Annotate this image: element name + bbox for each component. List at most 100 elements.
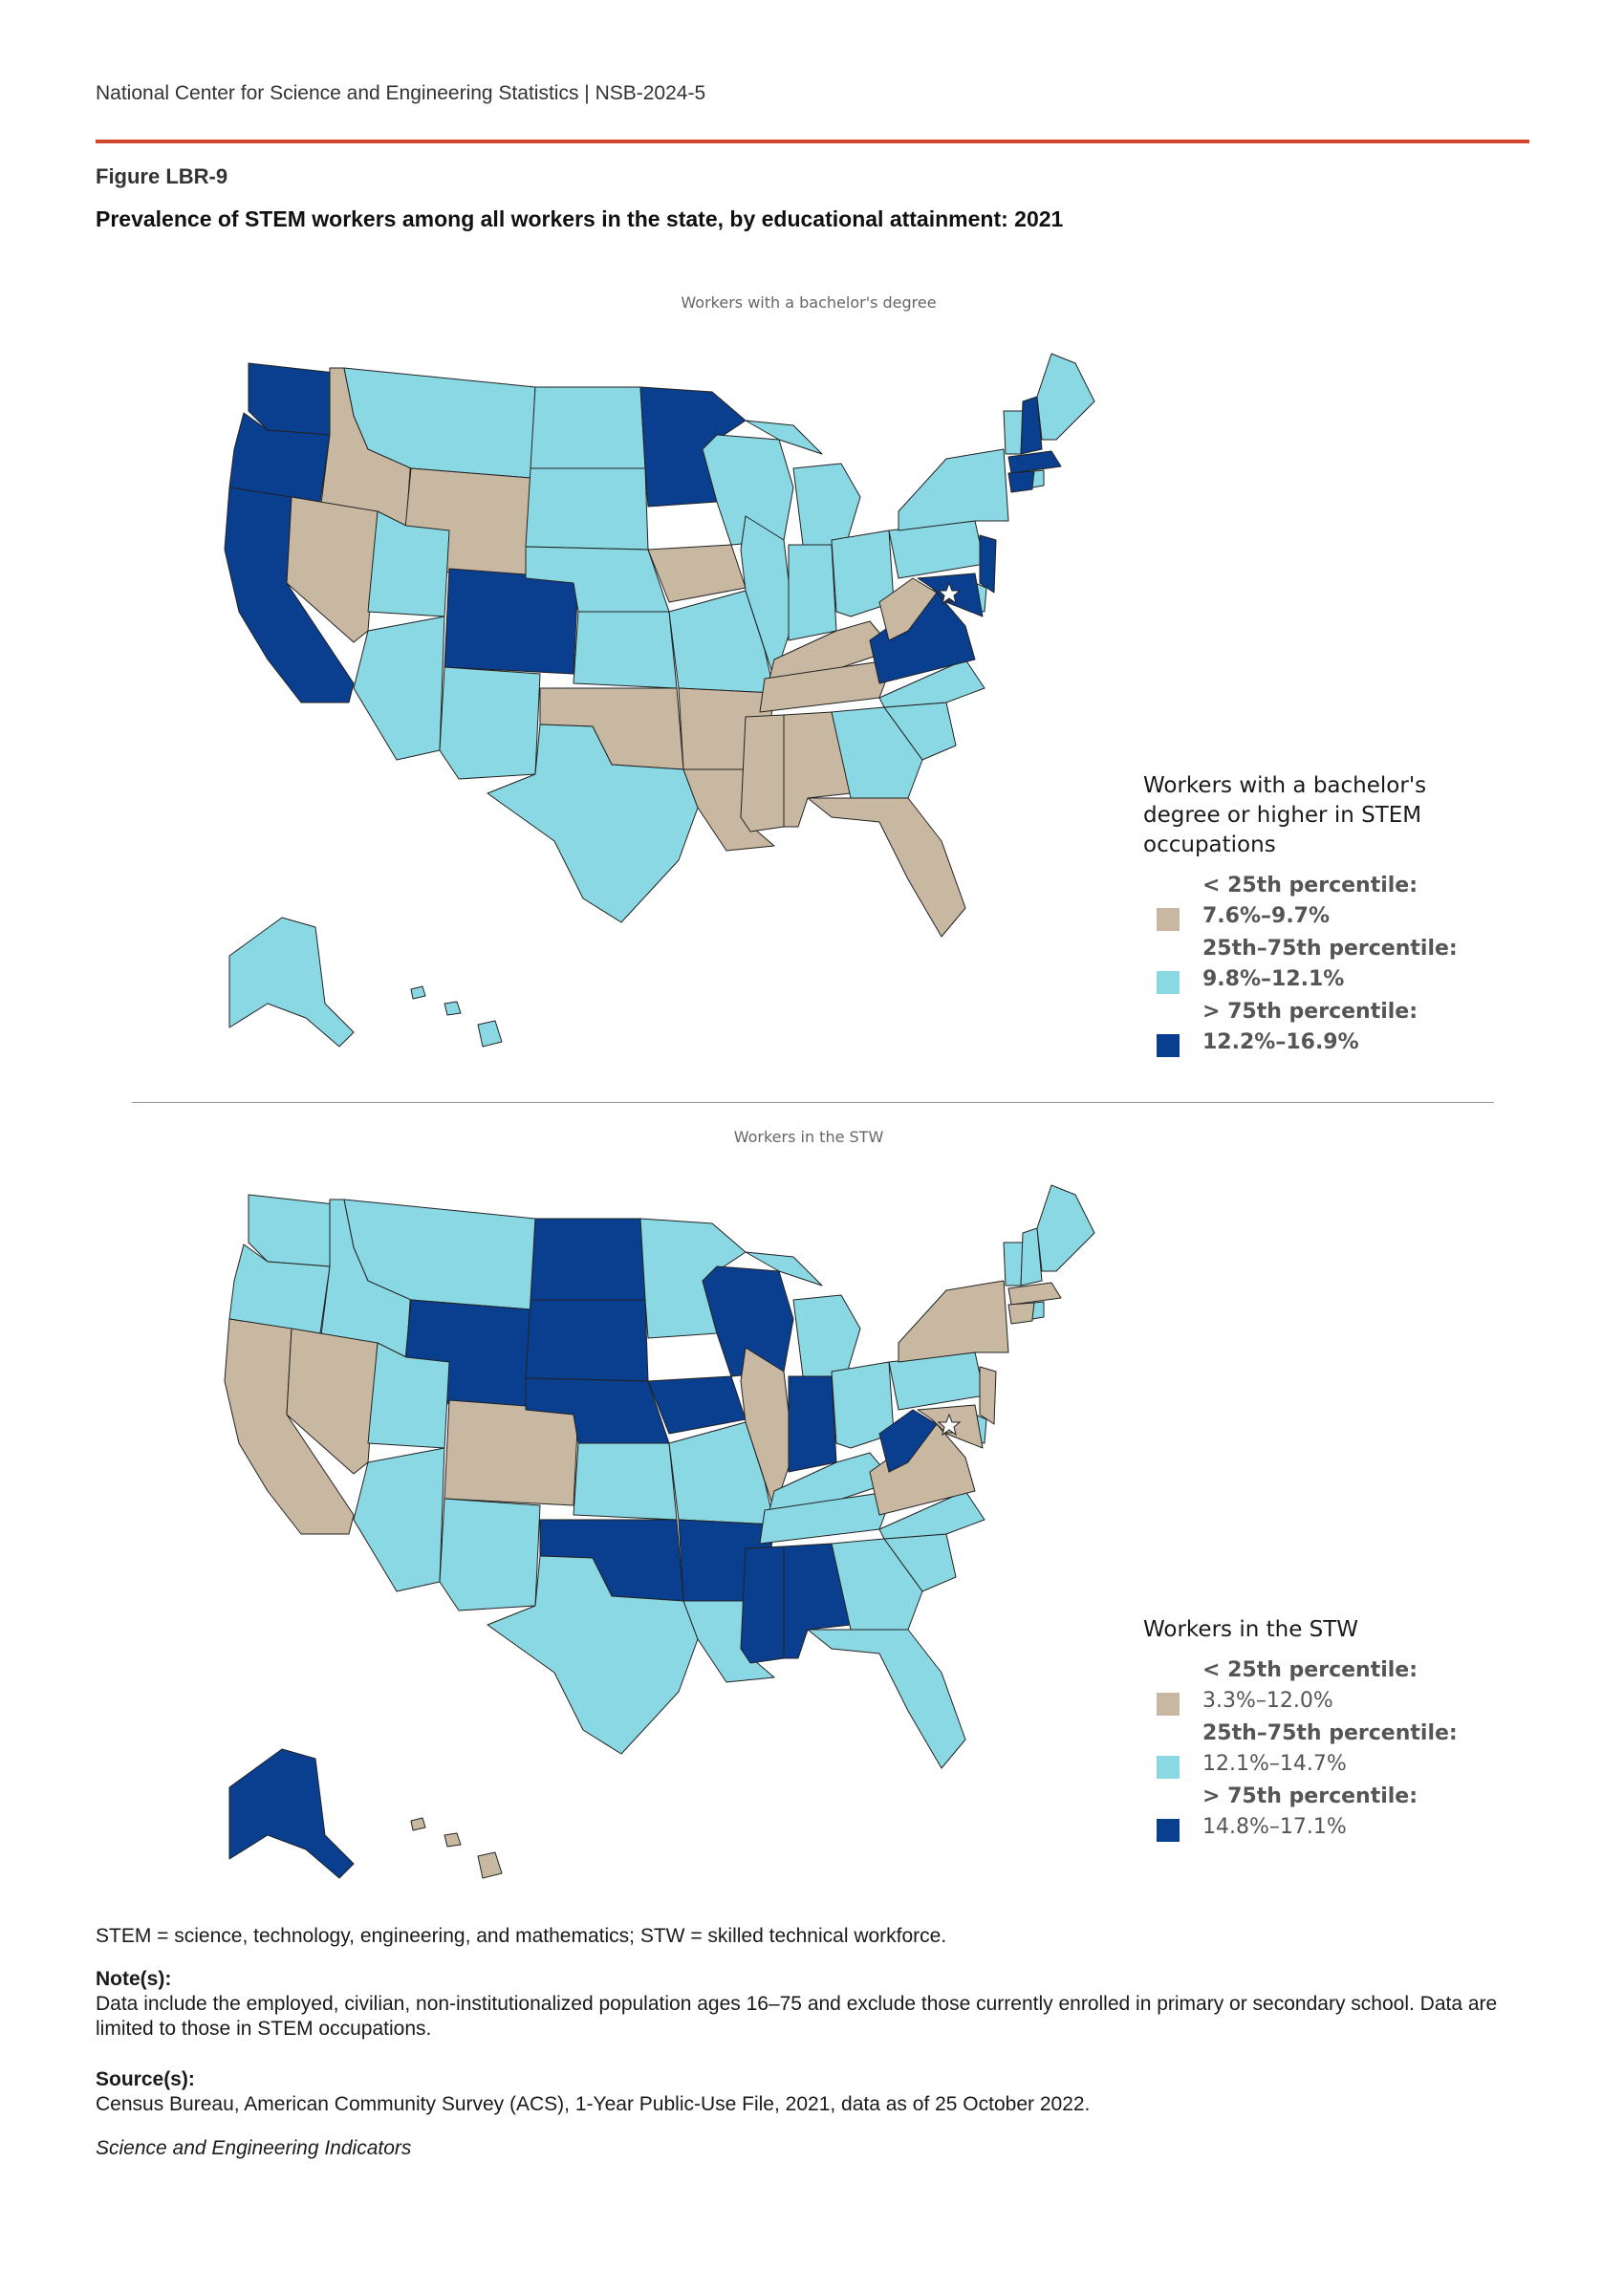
header-org: National Center for Science and Engineer… [96, 82, 706, 104]
legend-label: 25th–75th percentile: [1202, 937, 1458, 961]
state-fl-stw [807, 1629, 966, 1769]
state-nv-bachelors [286, 496, 379, 643]
legend-label: < 25th percentile: [1202, 874, 1418, 897]
state-tx-stw [487, 1555, 699, 1755]
legend-range: 12.2%–16.9% [1202, 1030, 1359, 1054]
state-ri-bachelors [1031, 469, 1045, 488]
legend-swatch-low [1157, 1693, 1180, 1716]
map-bachelors [224, 353, 1095, 1048]
state-wa-stw [248, 1194, 336, 1267]
state-co-stw [444, 1399, 579, 1506]
map2-panel-title: Workers in the STW [733, 1128, 884, 1146]
state-mi-stw [745, 1251, 861, 1377]
state-ny-stw [898, 1280, 1009, 1363]
state-ms-bachelors [740, 714, 785, 832]
state-nm-bachelors [439, 666, 541, 780]
notes-heading: Note(s): [96, 1968, 172, 1990]
state-vt-bachelors [1003, 410, 1024, 455]
state-hi-stw [410, 1817, 503, 1879]
state-in-stw [788, 1375, 837, 1473]
legend-stw: Workers in the STW < 25th percentile: 3.… [1143, 1615, 1468, 1848]
state-ut-stw [367, 1342, 450, 1449]
state-ga-bachelors [831, 706, 923, 799]
legend-range: 12.1%–14.7% [1202, 1752, 1347, 1776]
state-nj-stw [979, 1366, 997, 1425]
state-ak-stw [228, 1748, 355, 1879]
state-hi-bachelors [410, 985, 503, 1048]
state-ny-bachelors [898, 448, 1009, 531]
legend-swatch-mid [1157, 1756, 1180, 1779]
legend-title: Workers with a bachelor's degree or high… [1143, 773, 1427, 857]
sources-heading: Source(s): [96, 2068, 195, 2090]
legend-swatch-high [1157, 1034, 1180, 1057]
state-vt-stw [1003, 1242, 1024, 1286]
state-nh-stw [1020, 1227, 1043, 1286]
state-sd-bachelors [525, 467, 649, 551]
state-ut-bachelors [367, 510, 450, 617]
legend-label: > 75th percentile: [1202, 1784, 1418, 1808]
state-nd-bachelors [530, 386, 646, 469]
state-ri-stw [1031, 1301, 1045, 1320]
legend-range: 7.6%–9.7% [1202, 904, 1331, 928]
legend-label: > 75th percentile: [1202, 1000, 1418, 1024]
legend-swatch-high [1157, 1819, 1180, 1842]
legend-swatch-low [1157, 908, 1180, 931]
state-ga-stw [831, 1538, 923, 1631]
panel-divider [132, 1102, 1494, 1103]
state-wv-bachelors [878, 577, 938, 641]
state-nh-bachelors [1020, 396, 1043, 455]
abbreviation-note: STEM = science, technology, engineering,… [96, 1925, 947, 1947]
state-sd-stw [525, 1299, 649, 1382]
figure-label: Figure LBR-9 [96, 164, 228, 188]
state-ks-stw [573, 1442, 678, 1521]
legend-item-mid: 25th–75th percentile: 12.1%–14.7% [1143, 1721, 1468, 1784]
state-ma-bachelors [1007, 450, 1062, 474]
state-wa-bachelors [248, 362, 336, 436]
state-ms-stw [740, 1546, 785, 1664]
dc-star-icon [937, 1413, 962, 1437]
state-tx-bachelors [487, 724, 699, 923]
state-ks-bachelors [573, 611, 678, 689]
state-mo-bachelors [668, 590, 775, 694]
state-az-bachelors [353, 616, 445, 761]
footer-publication: Science and Engineering Indicators [96, 2137, 412, 2159]
legend-range: 14.8%–17.1% [1202, 1815, 1347, 1839]
legend-item-high: > 75th percentile: 14.8%–17.1% [1143, 1784, 1468, 1848]
legend-item-low: < 25th percentile: 7.6%–9.7% [1143, 874, 1468, 937]
legend-range: 9.8%–12.1% [1202, 967, 1345, 991]
legend-swatch-mid [1157, 971, 1180, 994]
legend-range: 3.3%–12.0% [1202, 1689, 1333, 1713]
legend-title: Workers in the STW [1143, 1617, 1359, 1642]
dc-star-icon [937, 581, 962, 605]
sources-text: Census Bureau, American Community Survey… [96, 2093, 1091, 2115]
figure-title: Prevalence of STEM workers among all wor… [96, 206, 1064, 231]
state-ct-bachelors [1007, 470, 1035, 493]
state-nj-bachelors [979, 534, 997, 594]
state-in-bachelors [788, 544, 837, 641]
state-me-stw [1036, 1184, 1095, 1272]
state-fl-bachelors [807, 797, 966, 938]
state-nd-stw [530, 1218, 646, 1301]
state-oh-stw [831, 1361, 895, 1449]
state-nv-stw [286, 1328, 379, 1475]
map-stw [224, 1184, 1095, 1879]
legend-bachelors: Workers with a bachelor's degree or high… [1143, 771, 1468, 1063]
state-co-bachelors [444, 568, 579, 675]
legend-label: < 25th percentile: [1202, 1658, 1418, 1682]
state-ak-bachelors [228, 917, 355, 1048]
state-ma-stw [1007, 1282, 1062, 1306]
state-nm-stw [439, 1498, 541, 1611]
state-mo-stw [668, 1421, 775, 1525]
state-mi-bachelors [745, 420, 861, 546]
header-rule [96, 140, 1529, 143]
legend-item-low: < 25th percentile: 3.3%–12.0% [1143, 1658, 1468, 1721]
notes-text: Data include the employed, civilian, non… [96, 1993, 1498, 2040]
map1-panel-title: Workers with a bachelor's degree [681, 293, 937, 312]
legend-item-high: > 75th percentile: 12.2%–16.9% [1143, 1000, 1468, 1063]
state-az-stw [353, 1447, 445, 1592]
state-wv-stw [878, 1409, 938, 1473]
state-me-bachelors [1036, 353, 1095, 441]
legend-label: 25th–75th percentile: [1202, 1721, 1458, 1745]
legend-item-mid: 25th–75th percentile: 9.8%–12.1% [1143, 937, 1468, 1000]
state-oh-bachelors [831, 530, 895, 617]
